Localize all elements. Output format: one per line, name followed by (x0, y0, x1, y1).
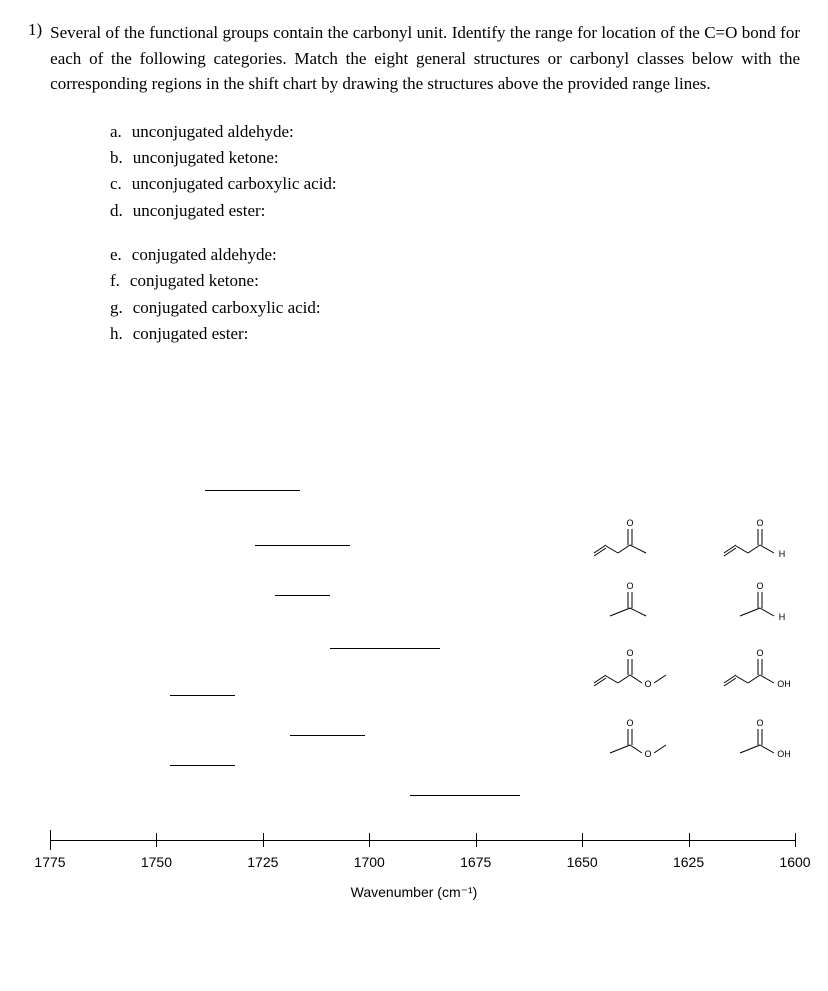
item-h: h. conjugated ester: (110, 321, 800, 347)
structure-unconj-other-H: OH (720, 578, 790, 623)
letter: a. (110, 119, 122, 145)
axis-tick-label: 1625 (673, 854, 704, 870)
question-text: Several of the functional groups contain… (50, 20, 800, 97)
item-e: e. conjugated aldehyde: (110, 242, 800, 268)
axis-tick-label: 1775 (34, 854, 65, 870)
range-line (410, 795, 520, 796)
axis-tick-label: 1675 (460, 854, 491, 870)
text: unconjugated ester: (133, 198, 266, 224)
letter: g. (110, 295, 123, 321)
svg-text:O: O (626, 648, 633, 658)
structure-conj-other-H: OH (720, 515, 790, 560)
axis-tick (689, 833, 690, 847)
svg-text:O: O (626, 581, 633, 591)
chart-area: Wavenumber (cm⁻¹) 1775 1750 1725 1700 1675 16… (0, 460, 828, 900)
structure-conj-other-OH: O OH (720, 645, 790, 690)
axis-tick (369, 833, 370, 847)
svg-text:OH: OH (777, 679, 791, 689)
item-f: f. conjugated ketone: (110, 268, 800, 294)
item-a: a. unconjugated aldehyde: (110, 119, 800, 145)
svg-text:H: H (779, 612, 786, 622)
svg-text:O: O (756, 648, 763, 658)
range-line (255, 545, 350, 546)
text: conjugated aldehyde: (132, 242, 277, 268)
letter: e. (110, 242, 122, 268)
sublist-group-1: a. unconjugated aldehyde: b. unconjugated … (110, 119, 800, 224)
text: unconjugated aldehyde: (132, 119, 294, 145)
range-line (205, 490, 300, 491)
structure-unconj-other-O: OO (590, 715, 660, 760)
item-g: g. conjugated carboxylic acid: (110, 295, 800, 321)
structure-unconj-ketone: O (590, 578, 660, 623)
axis-tick (582, 833, 583, 847)
axis-tick-label: 1600 (779, 854, 810, 870)
axis-tick (50, 833, 51, 847)
text: conjugated ketone: (130, 268, 259, 294)
svg-text:O: O (644, 679, 651, 689)
letter: c. (110, 171, 122, 197)
svg-text:H: H (779, 549, 786, 559)
axis-tick (476, 833, 477, 847)
letter: b. (110, 145, 123, 171)
letter: d. (110, 198, 123, 224)
item-c: c. unconjugated carboxylic acid: (110, 171, 800, 197)
structure-unconj-other-OH: O OH (720, 715, 790, 760)
structure-conj-ketone: O (590, 515, 660, 560)
axis-tick-label: 1750 (141, 854, 172, 870)
x-axis (50, 840, 795, 841)
item-d: d. unconjugated ester: (110, 198, 800, 224)
axis-tick (263, 833, 264, 847)
item-b: b. unconjugated ketone: (110, 145, 800, 171)
svg-text:O: O (756, 581, 763, 591)
text: conjugated ester: (133, 321, 249, 347)
svg-text:O: O (756, 518, 763, 528)
svg-text:O: O (644, 749, 651, 759)
range-line (290, 735, 365, 736)
svg-text:O: O (626, 518, 633, 528)
letter: f. (110, 268, 120, 294)
letter: h. (110, 321, 123, 347)
axis-tick-label: 1725 (247, 854, 278, 870)
axis-tick-label: 1700 (354, 854, 385, 870)
axis-title: Wavenumber (cm⁻¹) (0, 884, 828, 901)
question-number: 1) (28, 20, 42, 97)
text: unconjugated carboxylic acid: (132, 171, 337, 197)
range-line (170, 695, 235, 696)
range-line (330, 648, 440, 649)
axis-tick (156, 833, 157, 847)
structure-conj-other-O: OO (590, 645, 660, 690)
range-line (275, 595, 330, 596)
text: unconjugated ketone: (133, 145, 279, 171)
svg-text:O: O (626, 718, 633, 728)
text: conjugated carboxylic acid: (133, 295, 321, 321)
axis-tick (795, 833, 796, 847)
question-block: 1) Several of the functional groups cont… (28, 20, 800, 97)
sublist-group-2: e. conjugated aldehyde: f. conjugated keto… (110, 242, 800, 347)
axis-tick-label: 1650 (567, 854, 598, 870)
svg-text:O: O (756, 718, 763, 728)
svg-text:OH: OH (777, 749, 791, 759)
range-line (170, 765, 235, 766)
